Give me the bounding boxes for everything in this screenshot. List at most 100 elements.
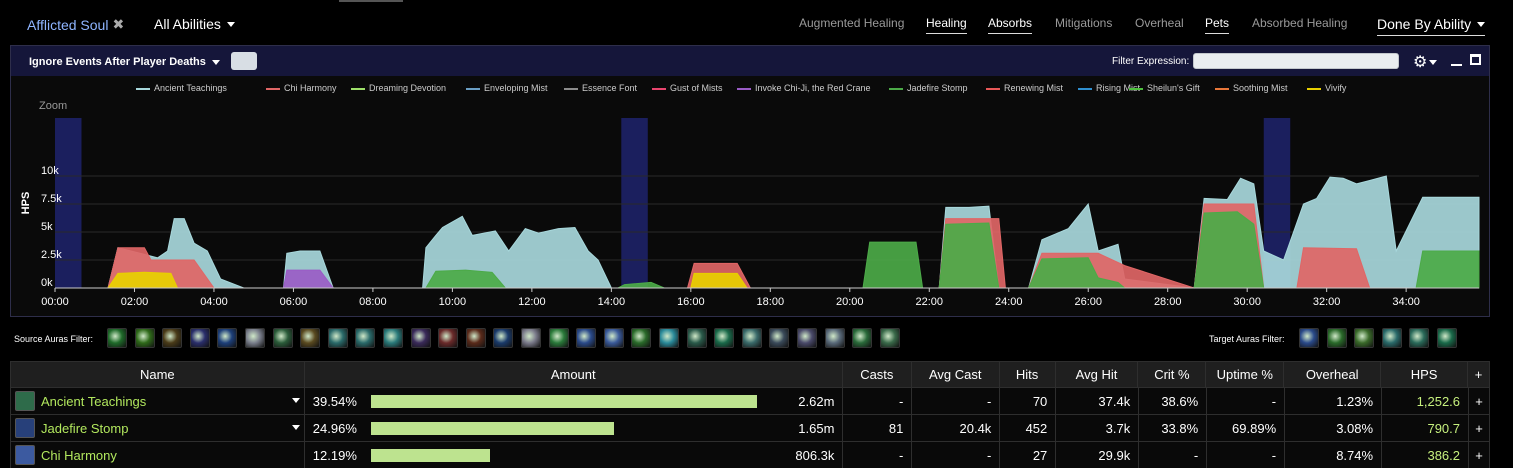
tab-overheal[interactable]: Overheal	[1135, 16, 1184, 30]
ability-name-cell[interactable]: Jadefire Stomp	[11, 415, 305, 441]
abilities-label[interactable]: All Abilities	[154, 16, 221, 32]
source-aura-icon[interactable]	[797, 328, 817, 348]
chevron-down-icon[interactable]	[1477, 21, 1486, 27]
source-aura-icon[interactable]	[300, 328, 321, 348]
legend-item[interactable]: Enveloping Mist	[466, 83, 548, 93]
col-overheal[interactable]: Overheal	[1284, 362, 1382, 387]
settings-dropdown[interactable]: ⚙	[1413, 52, 1438, 72]
legend-item[interactable]: Invoke Chi-Ji, the Red Crane	[737, 83, 871, 93]
source-aura-icon[interactable]	[162, 328, 183, 348]
ability-name-cell[interactable]: Ancient Teachings	[11, 388, 305, 414]
legend-item[interactable]: Essence Font	[564, 83, 638, 93]
chevron-down-icon[interactable]	[226, 21, 235, 27]
source-aura-icon[interactable]	[548, 328, 569, 348]
legend-item[interactable]: Sheilun's Gift	[1129, 83, 1200, 93]
minimize-icon[interactable]	[1451, 64, 1462, 66]
source-aura-icon[interactable]	[355, 328, 376, 348]
expand-row-button[interactable]: +	[1469, 415, 1490, 441]
col-crit[interactable]: Crit %	[1138, 362, 1207, 387]
source-aura-icon[interactable]	[438, 328, 459, 348]
legend-item[interactable]: Chi Harmony	[266, 83, 337, 93]
source-aura-icon[interactable]	[741, 328, 762, 348]
target-aura-icon[interactable]	[1437, 328, 1457, 348]
ignore-deaths-dropdown[interactable]: Ignore Events After Player Deaths	[29, 56, 220, 68]
abilities-dropdown[interactable]: All Abilities	[154, 16, 235, 32]
source-aura-icon[interactable]	[686, 328, 707, 348]
target-aura-icon[interactable]	[1381, 328, 1402, 348]
close-icon[interactable]: ✖	[112, 16, 125, 32]
legend-item[interactable]: Dreaming Devotion	[351, 83, 446, 93]
maximize-icon[interactable]	[1470, 54, 1481, 65]
target-aura-icon[interactable]	[1326, 328, 1347, 348]
source-aura-icon[interactable]	[493, 328, 514, 348]
source-aura-icon[interactable]	[410, 328, 431, 348]
ignore-deaths-toggle[interactable]	[231, 52, 257, 70]
col-avg-cast[interactable]: Avg Cast	[912, 362, 1000, 387]
source-aura-icon[interactable]	[272, 328, 293, 348]
legend-item[interactable]: Ancient Teachings	[136, 83, 227, 93]
source-aura-icon[interactable]	[465, 328, 486, 348]
tab-absorbs[interactable]: Absorbs	[988, 16, 1033, 34]
legend-item[interactable]: Soothing Mist	[1215, 83, 1288, 93]
actor-selector[interactable]: Afflicted Soul ✖	[27, 16, 124, 33]
col-avg-hit[interactable]: Avg Hit	[1056, 362, 1139, 387]
ability-name-cell[interactable]: Chi Harmony	[11, 442, 305, 468]
zoom-label[interactable]: Zoom	[39, 100, 67, 112]
legend-item[interactable]: Vivify	[1307, 83, 1347, 93]
col-hits[interactable]: Hits	[1000, 362, 1056, 387]
tab-healing[interactable]: Healing	[926, 16, 967, 34]
source-aura-icon[interactable]	[824, 328, 845, 348]
table-row[interactable]: Ancient Teachings 39.54% 2.62m - - 70 37…	[10, 388, 1490, 415]
col-amount[interactable]: Amount	[305, 362, 843, 387]
source-aura-icon[interactable]	[383, 328, 403, 348]
target-aura-icon[interactable]	[1299, 328, 1319, 348]
chevron-down-icon[interactable]	[291, 425, 300, 430]
legend-item[interactable]: Gust of Mists	[652, 83, 723, 93]
legend-item[interactable]: Jadefire Stomp	[889, 83, 968, 93]
expand-row-button[interactable]: +	[1469, 442, 1490, 468]
view-mode-label[interactable]: Done By Ability	[1377, 16, 1472, 32]
legend-item[interactable]: Renewing Mist	[986, 83, 1064, 93]
hps-area-chart[interactable]: Ancient Teachings Chi Harmony Dreaming Dev…	[11, 76, 1489, 316]
target-aura-icon[interactable]	[1354, 328, 1375, 348]
col-uptime[interactable]: Uptime %	[1206, 362, 1285, 387]
legend-item[interactable]: Rising Mist	[1078, 83, 1141, 93]
source-aura-icon[interactable]	[714, 328, 735, 348]
col-casts[interactable]: Casts	[843, 362, 912, 387]
source-aura-icon[interactable]	[603, 328, 624, 348]
source-aura-icon[interactable]	[879, 328, 900, 348]
tab-pets[interactable]: Pets	[1205, 16, 1230, 34]
chevron-down-icon[interactable]	[291, 398, 300, 403]
source-aura-icon[interactable]	[134, 328, 155, 348]
source-aura-icon[interactable]	[217, 328, 238, 348]
table-row[interactable]: Chi Harmony 12.19% 806.3k - - 27 29.9k -…	[10, 442, 1490, 468]
source-aura-icon[interactable]	[107, 328, 127, 348]
col-name[interactable]: Name	[11, 362, 305, 387]
source-aura-icon[interactable]	[852, 328, 873, 348]
tab-augmented-healing[interactable]: Augmented Healing	[799, 16, 905, 30]
target-aura-icon[interactable]	[1409, 328, 1430, 348]
source-aura-icon[interactable]	[245, 328, 265, 348]
source-aura-icon[interactable]	[189, 328, 210, 348]
source-aura-icon[interactable]	[769, 328, 790, 348]
table-row[interactable]: Jadefire Stomp 24.96% 1.65m 81 20.4k 452…	[10, 415, 1490, 442]
col-hps[interactable]: HPS	[1381, 362, 1469, 387]
ability-name[interactable]: Chi Harmony	[41, 447, 117, 463]
view-mode-dropdown[interactable]: Done By Ability	[1377, 16, 1486, 36]
source-aura-icon[interactable]	[631, 328, 652, 348]
source-aura-icon[interactable]	[327, 328, 348, 348]
chevron-down-icon[interactable]	[1429, 59, 1438, 65]
source-aura-icon[interactable]	[521, 328, 541, 348]
source-aura-icon[interactable]	[576, 328, 597, 348]
ability-name[interactable]: Ancient Teachings	[41, 393, 147, 409]
gear-icon[interactable]: ⚙	[1413, 54, 1428, 71]
expand-row-button[interactable]: +	[1469, 388, 1490, 414]
tab-mitigations[interactable]: Mitigations	[1055, 16, 1113, 30]
col-add[interactable]: +	[1474, 367, 1483, 382]
chevron-down-icon[interactable]	[211, 59, 220, 65]
actor-name[interactable]: Afflicted Soul	[27, 16, 109, 33]
source-aura-icon[interactable]	[659, 328, 679, 348]
filter-expression-input[interactable]	[1193, 53, 1399, 69]
ignore-deaths-label[interactable]: Ignore Events After Player Deaths	[29, 56, 206, 68]
tab-absorbed-healing[interactable]: Absorbed Healing	[1252, 16, 1348, 30]
